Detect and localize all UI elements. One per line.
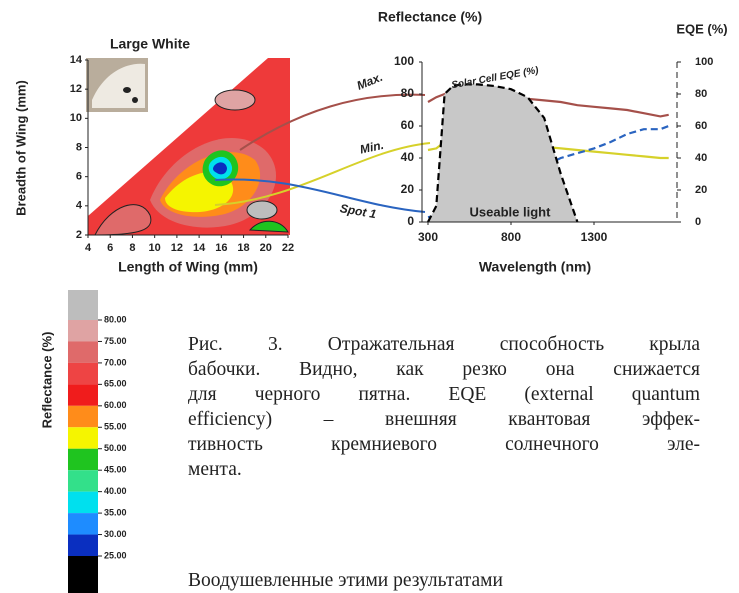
caption-line: efficiency) – внешняя квантовая эффек-	[188, 409, 700, 430]
x-tick-label: 12	[171, 242, 183, 254]
series-label: Spot 1	[339, 201, 378, 221]
color-band	[68, 448, 98, 471]
color-band	[68, 384, 98, 406]
y-tick-label: 100	[394, 54, 414, 68]
color-band	[68, 320, 98, 342]
colorbar-tick-label: 65.00	[104, 379, 127, 389]
colorbar-tick-label: 50.00	[104, 443, 127, 453]
y-tick-label: 0	[407, 214, 414, 228]
colorbar-title: Reflectance (%)	[39, 332, 54, 429]
caption-line: мента.	[188, 459, 242, 480]
chart-title: Large White	[110, 36, 190, 52]
chart-title: Reflectance (%)	[378, 9, 482, 25]
y2-tick-label: 60	[695, 120, 707, 132]
colorbar-tick-label: 70.00	[104, 357, 127, 367]
color-band	[68, 513, 98, 535]
arrow	[214, 142, 431, 206]
y2-axis-label: EQE (%)	[676, 21, 727, 36]
y-tick-label: 12	[70, 83, 82, 95]
x-tick-label: 22	[282, 242, 294, 254]
x-axis-label: Length of Wing (mm)	[118, 259, 258, 275]
x-tick-label: 18	[237, 242, 249, 254]
y-tick-label: 60	[401, 118, 415, 132]
colorbar-tick-label: 25.00	[104, 550, 127, 560]
y-tick-label: 40	[401, 150, 415, 164]
color-band	[68, 470, 98, 492]
colorbar-tick-label: 35.00	[104, 507, 127, 517]
caption-line: для черного пятна. EQE (external quantum	[188, 384, 700, 405]
colorbar-tick-label: 30.00	[104, 529, 127, 539]
colorbar-tick-label: 40.00	[104, 486, 127, 496]
x-tick-label: 20	[260, 242, 272, 254]
y2-tick-label: 80	[695, 88, 707, 100]
arrow	[214, 178, 426, 213]
caption-line: бабочки. Видно, как резко она снижается	[188, 359, 700, 380]
annotation: Useable light	[470, 204, 552, 219]
colorbar-tick-label: 60.00	[104, 400, 127, 410]
color-band	[68, 556, 98, 593]
x-tick-label: 8	[129, 242, 135, 254]
colorbar-tick-label: 55.00	[104, 422, 127, 432]
y-tick-label: 4	[76, 200, 83, 212]
y2-tick-label: 0	[695, 216, 701, 228]
y-tick-label: 80	[401, 86, 415, 100]
x-tick-label: 10	[149, 242, 161, 254]
y-tick-label: 2	[76, 229, 82, 241]
color-band	[68, 491, 98, 514]
color-band	[68, 362, 98, 385]
y-tick-label: 20	[401, 182, 415, 196]
series-line	[427, 83, 579, 223]
y2-tick-label: 100	[695, 56, 713, 68]
x-tick-label: 800	[501, 230, 521, 244]
caption-line: тивность кремниевого солнечного эле-	[188, 434, 700, 455]
colorbar-tick-label: 45.00	[104, 465, 127, 475]
colorbar-tick-label: 80.00	[104, 314, 127, 324]
x-tick-label: 1300	[581, 230, 608, 244]
x-tick-label: 6	[107, 242, 113, 254]
series-label: Max.	[355, 70, 385, 93]
contour-map	[86, 58, 290, 236]
y-tick-label: 14	[70, 54, 83, 66]
y-tick-label: 8	[76, 141, 82, 153]
series-area	[428, 84, 578, 223]
y2-tick-label: 20	[695, 184, 707, 196]
x-tick-label: 4	[85, 242, 92, 254]
x-tick-label: 300	[418, 230, 438, 244]
y-axis-label: Breadth of Wing (mm)	[13, 80, 28, 216]
caption-line: Рис. 3. Отражательная способность крыла	[188, 334, 700, 355]
body-text: Воодушевленные этими результатами	[188, 570, 503, 591]
arrow	[239, 93, 426, 151]
y-tick-label: 10	[70, 112, 82, 124]
color-band	[68, 405, 98, 428]
x-tick-label: 16	[215, 242, 227, 254]
series-label: Min.	[359, 138, 385, 157]
colorbar-tick-label: 75.00	[104, 336, 127, 346]
y2-tick-label: 40	[695, 152, 707, 164]
color-band	[68, 534, 98, 556]
y-tick-label: 6	[76, 171, 82, 183]
x-tick-label: 14	[193, 242, 206, 254]
color-band	[68, 427, 98, 449]
color-band	[68, 290, 98, 320]
color-band	[68, 341, 98, 363]
x-axis-label: Wavelength (nm)	[479, 259, 591, 275]
caption: Рис. 3. Отражательная способность крыла б…	[188, 332, 700, 482]
